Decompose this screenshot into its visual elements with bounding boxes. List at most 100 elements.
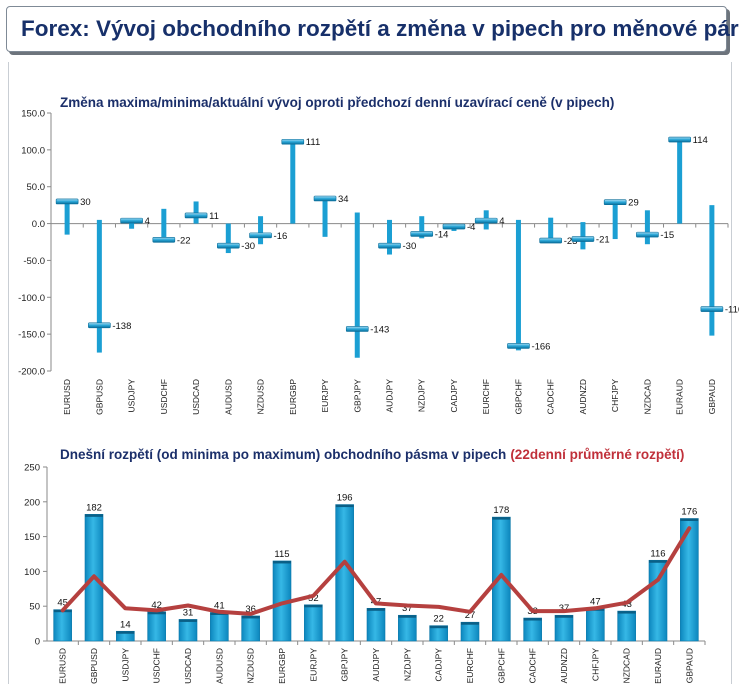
chart2-bar (492, 516, 511, 642)
chart2-title: Dnešní rozpětí (od minima po maximum) ob… (60, 447, 506, 462)
chart1-value-label: -138 (112, 321, 131, 332)
chart2-category-label: EURCHF (465, 648, 475, 683)
chart2-category-label: AUDJPY (371, 648, 381, 682)
chart2-value-label: 42 (151, 600, 162, 611)
chart2-category-label: USDCHF (152, 648, 162, 683)
chart2-bar (523, 617, 542, 642)
chart1-current-marker (668, 136, 691, 143)
chart1-current-marker (217, 242, 240, 249)
chart2-bar (398, 614, 417, 642)
chart2-bar-cap (649, 560, 667, 563)
chart2-value-label: 196 (337, 493, 353, 504)
chart2-y-tick-label: 50 (29, 602, 40, 613)
chart1-value-label: -21 (596, 235, 610, 246)
chart2-value-label: 31 (183, 607, 194, 618)
chart2-title-red: (22denní průměrné rozpětí) (510, 447, 684, 462)
chart1-y-tick-label: -50.0 (23, 256, 45, 267)
chart1-value-label: -15 (660, 230, 674, 241)
chart1-category-label: USDCHF (159, 379, 169, 414)
chart1-y-tick-label: -150.0 (18, 330, 45, 341)
chart1-current-marker (410, 231, 434, 237)
chart1-value-label: -116 (725, 305, 739, 316)
chart1-category-label: CADJPY (449, 379, 459, 413)
chart2-category-label: GBPCHF (496, 648, 506, 683)
chart1-current-marker (281, 138, 305, 145)
chart1-current-marker (345, 326, 369, 332)
chart1-range-bar (290, 141, 296, 224)
chart1-range-bar (354, 212, 360, 358)
chart1-current-marker (152, 236, 176, 243)
chart2-bar-cap (523, 618, 542, 621)
chart1-category-label: USDCAD (191, 379, 201, 415)
chart2-category-label: USDJPY (120, 648, 130, 682)
chart1-category-label: AUDJPY (385, 379, 395, 413)
chart2-category-label: EURJPY (308, 648, 318, 682)
chart2-value-label: 37 (402, 603, 413, 614)
chart2-value-label: 47 (590, 596, 601, 607)
chart1-category-label: EURAUD (675, 379, 685, 415)
chart1-title: Změna maxima/minima/aktuální vývoj oprot… (60, 95, 614, 110)
chart2-bar (366, 607, 386, 642)
chart1-current-marker (88, 322, 111, 329)
chart1-range-bar (548, 217, 554, 242)
chart2-y-tick-label: 0 (35, 637, 40, 648)
chart2-category-label: AUDNZD (559, 648, 569, 683)
chart2-category-label: NZDJPY (402, 648, 412, 681)
chart2-bar-cap (555, 615, 573, 618)
chart1-current-marker (539, 237, 562, 244)
chart1-value-label: -4 (467, 222, 475, 233)
chart2-value-label: 41 (214, 600, 225, 611)
chart1-category-label: GBPUSD (94, 379, 104, 415)
chart1-y-tick-label: 100.0 (21, 145, 45, 156)
chart1-y-tick-label: -200.0 (18, 367, 45, 378)
chart2-category-label: CADJPY (434, 648, 444, 682)
chart2-value-label: 36 (245, 604, 256, 615)
chart1-category-label: CADCHF (546, 379, 556, 414)
chart1-range-bar (580, 222, 586, 250)
chart2-bar-cap (116, 631, 135, 634)
chart1-range-bar (709, 205, 715, 336)
chart1-range-bar (258, 216, 264, 245)
chart1-current-marker (120, 217, 143, 224)
chart2-y-tick-label: 250 (24, 463, 40, 474)
chart1-category-label: NZDJPY (417, 379, 427, 412)
chart2-bar (586, 607, 605, 642)
chart1-current-marker (249, 232, 272, 239)
chart2-bar-cap (304, 604, 323, 608)
chart2-category-label: CADCHF (528, 648, 538, 683)
chart1-range-bar (161, 208, 167, 240)
chart2-bar-cap (492, 517, 511, 520)
chart2-bar-cap (429, 625, 448, 629)
chart2-value-label: 22 (433, 614, 444, 625)
chart1-value-label: 34 (338, 194, 349, 205)
page-title: Forex: Vývoj obchodního rozpětí a změna … (21, 16, 739, 41)
chart2-y-tick-label: 150 (24, 532, 40, 543)
chart1-category-label: GBPJPY (352, 379, 362, 413)
chart1-current-marker (474, 217, 498, 224)
chart1-category-label: GBPCHF (513, 379, 523, 414)
chart2-bar-cap (241, 615, 260, 619)
chart1-category-label: EURUSD (62, 379, 72, 415)
chart2-category-label: USDCAD (183, 648, 193, 684)
chart2-bar (241, 615, 260, 642)
chart1-value-label: 30 (80, 197, 91, 208)
chart1-current-marker (184, 212, 208, 219)
chart2-bar-cap (335, 504, 354, 508)
chart2-category-label: AUDUSD (214, 648, 224, 684)
chart2-value-label: 52 (308, 593, 319, 604)
chart1-category-label: EURJPY (320, 379, 330, 413)
chart1-y-tick-label: -100.0 (18, 293, 45, 304)
chart1-range-bar (193, 201, 199, 224)
chart1-value-label: 11 (209, 211, 219, 222)
chart1-range-bar (322, 197, 328, 237)
title-box: Forex: Vývoj obchodního rozpětí a změna … (6, 6, 739, 52)
chart2-bar (210, 612, 229, 642)
chart1-value-label: -166 (531, 341, 550, 352)
chart1-range-bar (515, 219, 521, 351)
chart2-category-label: GBPJPY (340, 648, 350, 682)
chart2-bar-cap (680, 518, 699, 522)
chart2-value-label: 37 (559, 603, 570, 614)
chart2-bar-cap (617, 611, 636, 614)
chart2-value-label: 45 (57, 598, 68, 609)
